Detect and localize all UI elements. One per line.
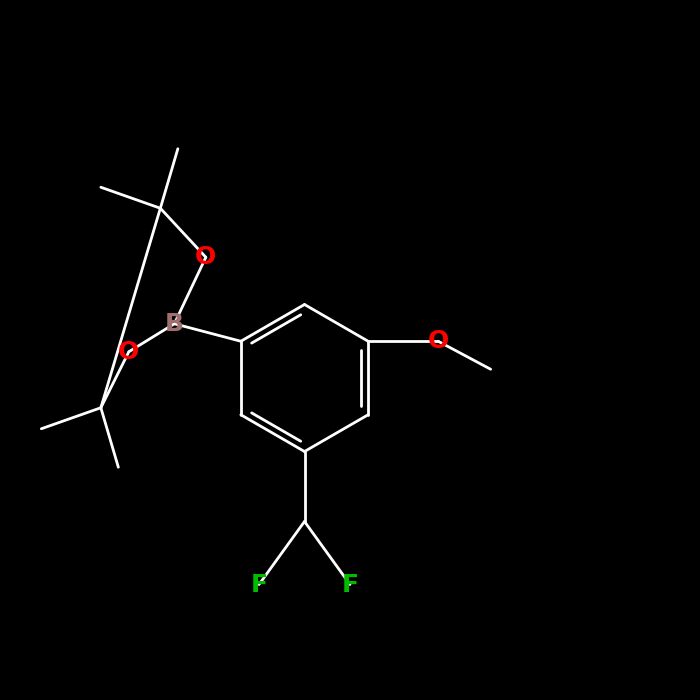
Text: B: B bbox=[164, 312, 184, 336]
Text: F: F bbox=[251, 573, 267, 596]
Text: O: O bbox=[428, 329, 449, 354]
Text: O: O bbox=[118, 340, 139, 364]
Text: F: F bbox=[342, 573, 358, 596]
Text: O: O bbox=[195, 245, 216, 270]
